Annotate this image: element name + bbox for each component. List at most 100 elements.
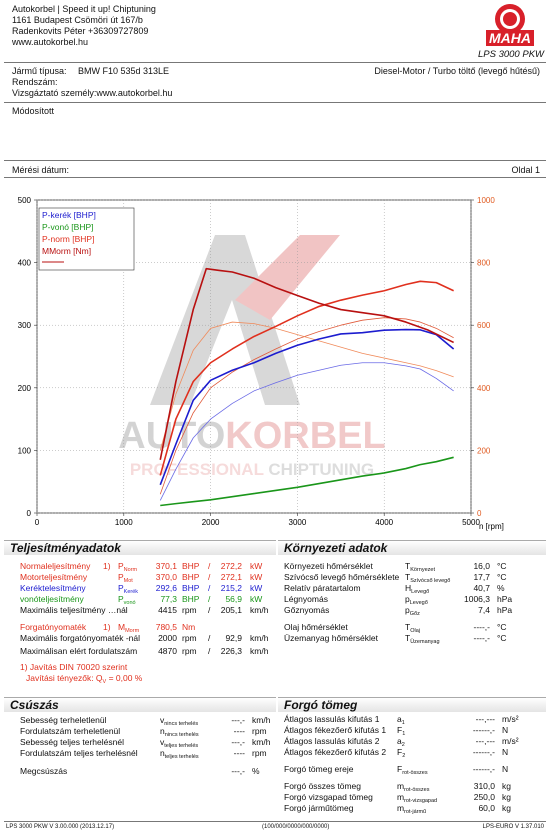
y-tick-label: 500 <box>18 196 32 205</box>
row-unit: rpm <box>252 726 267 736</box>
row-unit: % <box>252 766 260 776</box>
row-symbol: pGőz <box>405 605 420 619</box>
row-symbol: HLevegő <box>405 583 429 597</box>
symbol: M <box>118 622 126 632</box>
symbol: P <box>118 583 124 593</box>
row-separator: / <box>208 583 211 593</box>
symbol: m <box>397 781 405 791</box>
symbol: v <box>160 715 165 725</box>
series-line <box>159 267 454 460</box>
row-unit: N <box>502 764 509 774</box>
y-tick-label: 400 <box>18 259 32 268</box>
row-label: Átlagos fékezőerő kifutás 2 <box>284 747 387 757</box>
row-value: 370,1 <box>155 561 177 571</box>
row-label: Forgó járműtömeg <box>284 803 354 813</box>
watermark-brand-part: KORBEL <box>225 415 385 457</box>
row-unit: km/h <box>250 646 269 656</box>
row-unit: rpm <box>182 633 197 643</box>
row-label: Sebesség teljes terhelésnél <box>20 737 124 747</box>
symbol-subscript: 1 <box>402 731 406 737</box>
footer-center: (100/000/0000/000/0000) <box>262 824 330 830</box>
row-unit: °C <box>497 561 507 571</box>
row-label: Motorteljesítmény <box>20 572 88 582</box>
symbol: F <box>397 764 403 774</box>
plate-label: Rendszám: <box>12 77 58 87</box>
y-tick-label: 100 <box>18 446 32 455</box>
row-unit: rpm <box>182 646 197 656</box>
row-label: Fordulatszám terheletlenül <box>20 726 121 736</box>
symbol-subscript: Szívócső levegő <box>410 578 451 584</box>
row-value: ---,--- <box>475 736 495 746</box>
series-line <box>159 317 454 495</box>
row-note: 1) <box>103 622 111 632</box>
x-tick-label: 3000 <box>289 518 307 527</box>
symbol: P <box>118 572 124 582</box>
row-symbol: PMot <box>118 572 133 586</box>
row-label: Átlagos lassulás kifutás 2 <box>284 736 380 746</box>
company-line: www.autokorbel.hu <box>12 37 89 47</box>
divider <box>4 62 546 63</box>
vehicle-type-label: Jármű típusa: <box>12 66 67 76</box>
section-title: Csúszás <box>4 697 276 712</box>
symbol: T <box>405 572 411 582</box>
symbol-subscript: 2 <box>402 753 406 759</box>
row-label: Gőznyomás <box>284 605 330 615</box>
symbol-subscript: vonó <box>123 600 136 606</box>
symbol: P <box>118 561 124 571</box>
row-unit: rpm <box>252 748 267 758</box>
y2-tick-label: 1000 <box>477 196 495 205</box>
row-unit: rpm <box>182 605 197 615</box>
symbol: n <box>160 726 165 736</box>
row-value: 272,2 <box>220 561 242 571</box>
row-value: 92,9 <box>225 633 242 643</box>
section-title: Forgó tömeg <box>278 697 546 712</box>
row-label: Környezeti hőmérséklet <box>284 561 373 571</box>
symbol: p <box>405 605 410 615</box>
row-unit: BHP <box>182 561 200 571</box>
product-name: LPS 3000 PKW <box>477 49 544 60</box>
symbol-subscript: Morm <box>125 628 140 634</box>
symbol-subscript: nincs terhelés <box>164 721 199 727</box>
row-separator: / <box>208 594 211 604</box>
symbol: F <box>397 747 403 757</box>
row-value: ----,- <box>473 622 490 632</box>
row-symbol: F1 <box>397 725 405 739</box>
row-unit: BHP <box>182 572 200 582</box>
series-line <box>159 280 454 476</box>
row-value: ---,- <box>231 715 245 725</box>
row-label: Átlagos fékezőerő kifutás 1 <box>284 725 387 735</box>
y2-tick-label: 0 <box>477 509 482 518</box>
note-text: Javítási tényezők: Q <box>26 673 103 683</box>
row-label: Üzemanyag hőmérséklet <box>284 633 379 643</box>
y2-tick-label: 400 <box>477 384 491 393</box>
page-number: Oldal 1 <box>511 165 540 175</box>
logo-text: MAHA <box>489 30 531 46</box>
row-symbol: TSzívócső levegő <box>405 572 450 586</box>
symbol-subscript: Olaj <box>410 628 420 634</box>
row-separator: / <box>208 646 211 656</box>
row-unit: hPa <box>497 605 513 615</box>
row-symbol: PNorm <box>118 561 137 575</box>
x-tick-label: 4000 <box>375 518 393 527</box>
series-line <box>159 362 454 501</box>
row-unit: Nm <box>182 622 196 632</box>
symbol: p <box>405 594 410 604</box>
row-value: 16,0 <box>473 561 490 571</box>
symbol: T <box>405 561 411 571</box>
symbol: v <box>160 737 165 747</box>
row-value: 60,0 <box>478 803 495 813</box>
row-label: Maximális teljesítmény …nál <box>20 605 128 615</box>
row-symbol: vnincs terhelés <box>160 715 198 729</box>
row-label: Sebesség terheletlenül <box>20 715 107 725</box>
row-value: ---- <box>233 748 245 758</box>
row-label: Szívócső levegő hőmérséklete <box>284 572 400 582</box>
symbol: n <box>160 748 165 758</box>
divider <box>4 177 546 178</box>
row-unit: °C <box>497 633 507 643</box>
row-value: 205,1 <box>220 605 242 615</box>
row-value: 4870 <box>158 646 177 656</box>
company-line: 1161 Budapest Csömöri út 167/b <box>12 15 143 25</box>
row-value: 77,3 <box>160 594 177 604</box>
row-value: 310,0 <box>473 781 495 791</box>
symbol-subscript: 2 <box>401 742 405 748</box>
